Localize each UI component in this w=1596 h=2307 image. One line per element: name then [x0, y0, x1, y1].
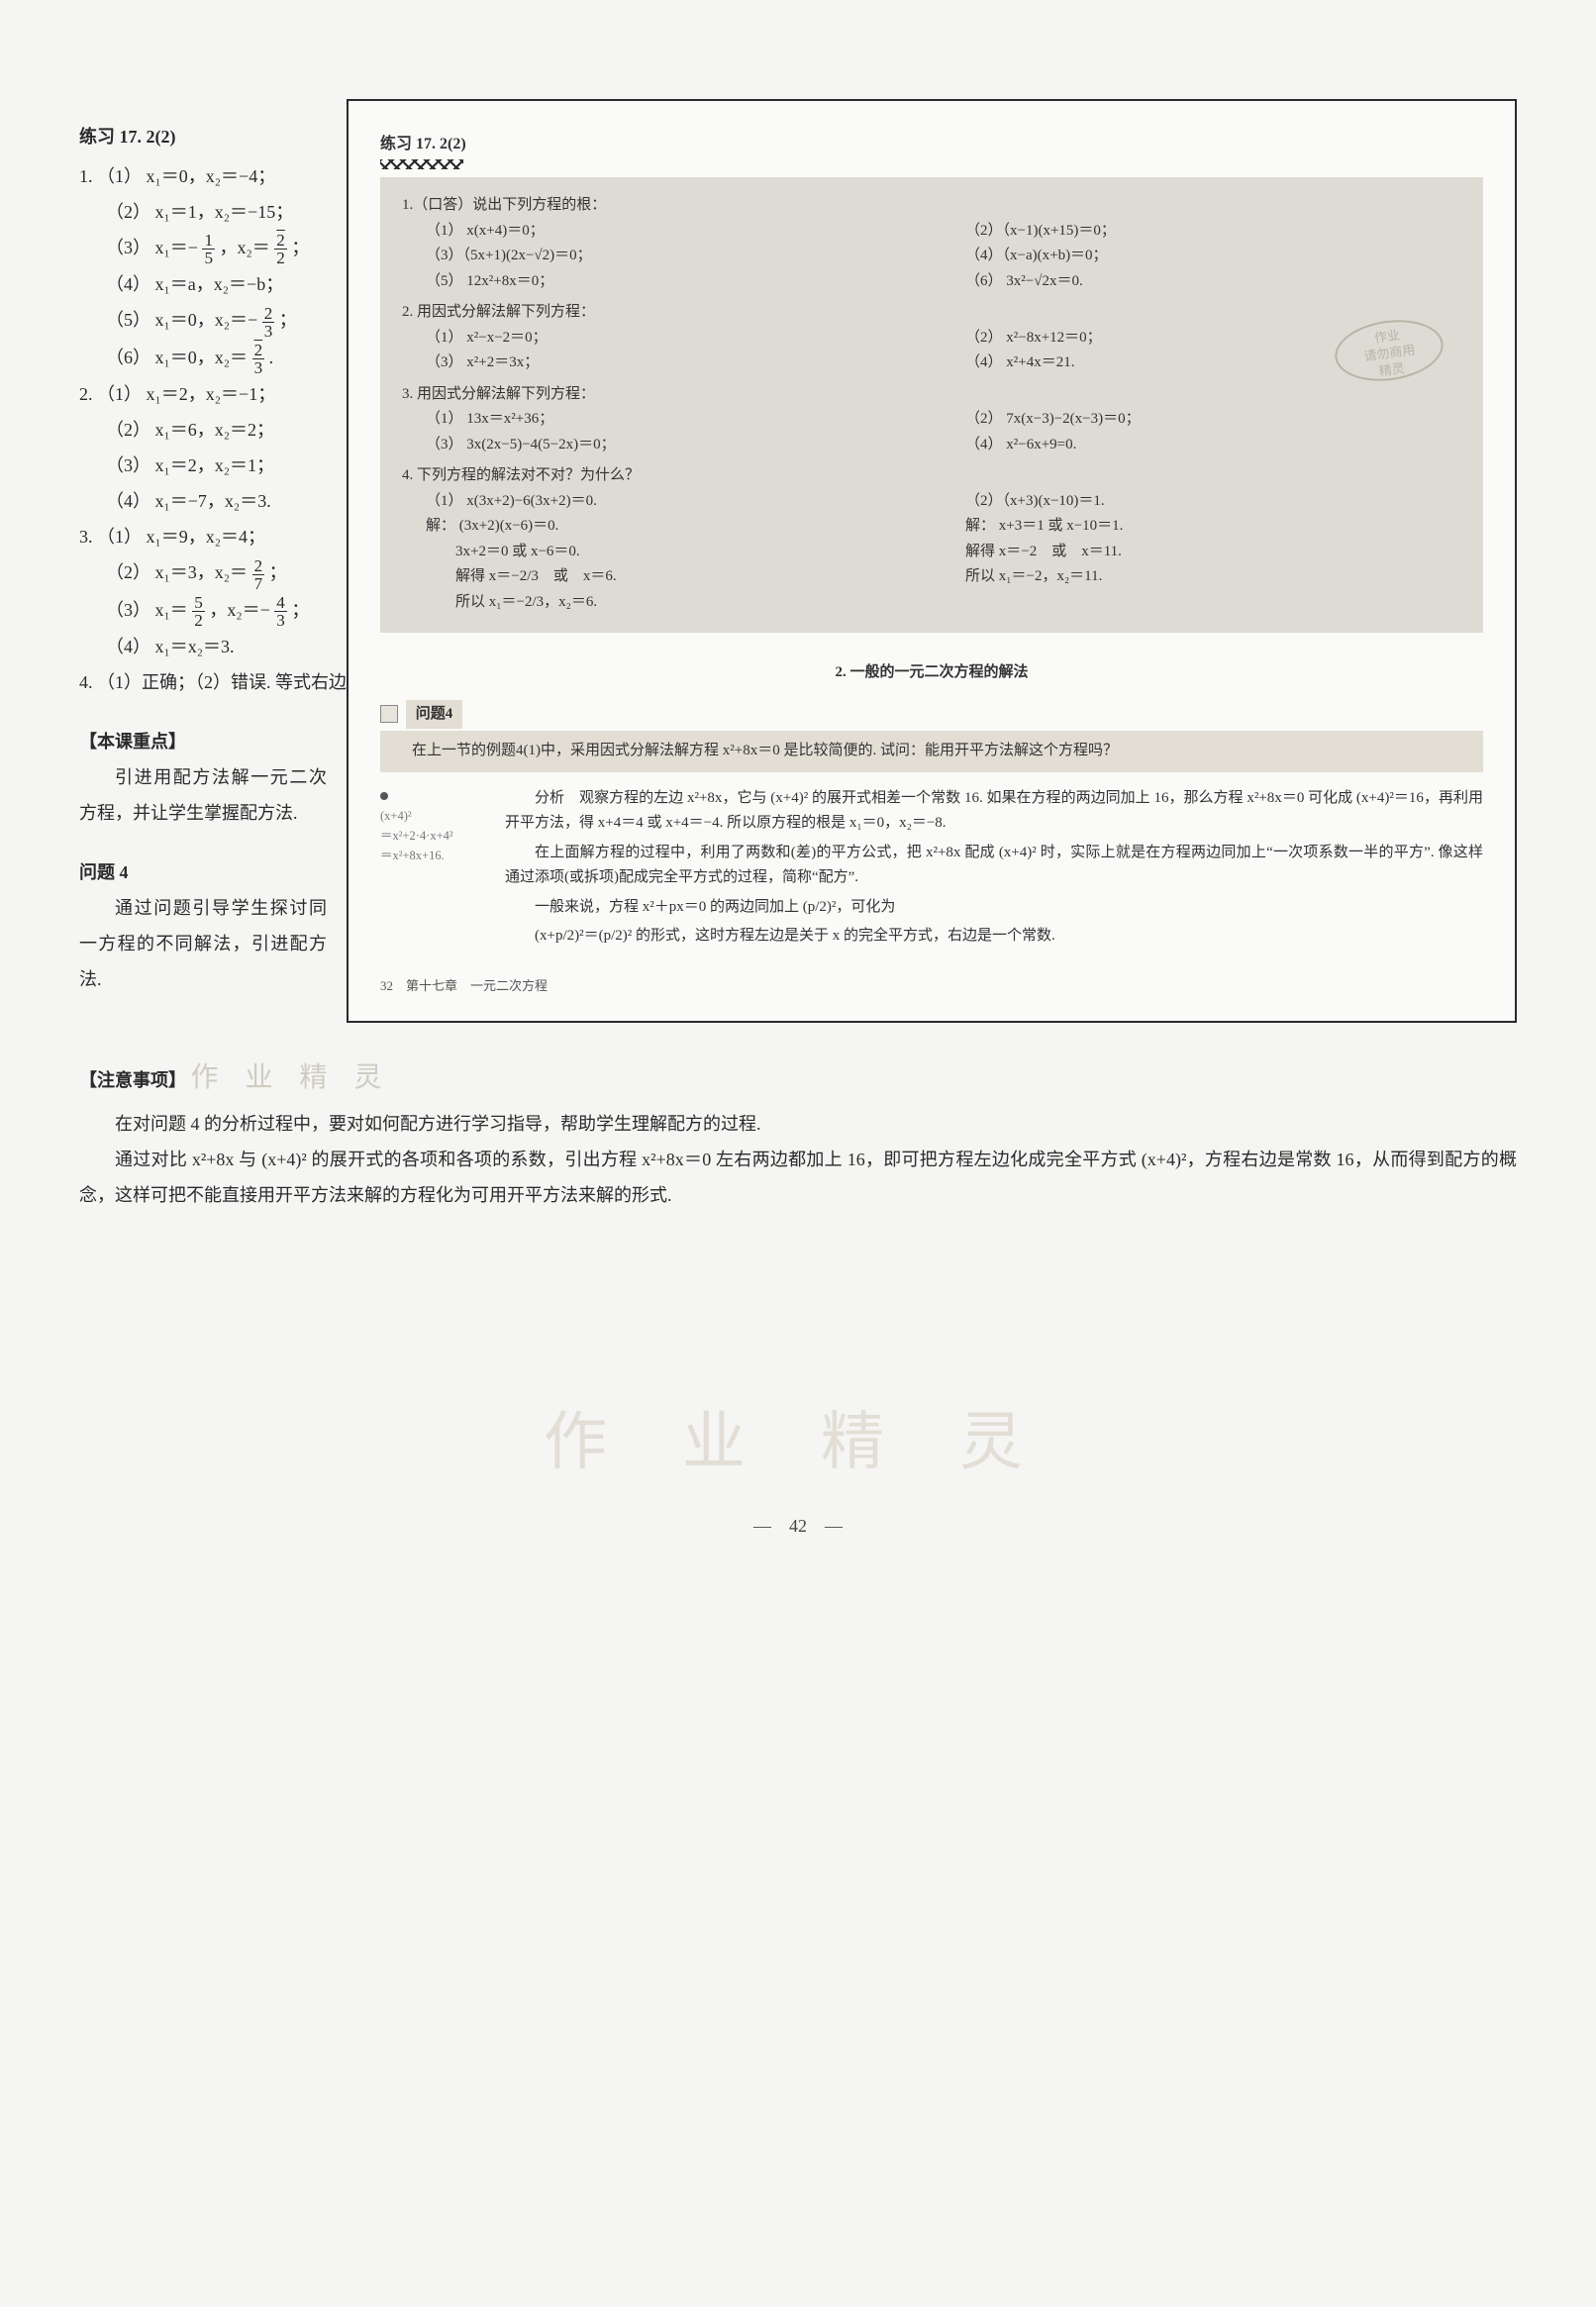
notes-p2: 通过对比 x²+8x 与 (x+4)² 的展开式的各项和各项的系数，引出方程 x…: [79, 1142, 1517, 1213]
b1r2b: （4）（x−a)(x+b)＝0；: [942, 244, 1461, 269]
watermark-large: 作 业 精 灵: [79, 1391, 1517, 1482]
q3-2: （2） x₁＝3，x₂＝ 27 ；: [79, 554, 327, 591]
analysis-wrap: (x+4)² ＝x²+2·4·x+4² ＝x²+8x+16. 分析 观察方程的左…: [380, 786, 1483, 953]
q1-1: （1） x₁＝0，x₂＝−4；: [97, 166, 275, 186]
note-dot-icon: [380, 792, 388, 800]
b3r1a: （1） 13x＝x²+36；: [402, 407, 922, 433]
problem4-body: 通过问题引导学生探讨同一方程的不同解法，引进配方法.: [79, 890, 327, 997]
exercise-grey-block: 作业请勿商用精灵 1.（口答）说出下列方程的根： （1） x(x+4)＝0；（2…: [380, 177, 1483, 633]
analysis-p1: 分析 观察方程的左边 x²+8x，它与 (x+4)² 的展开式相差一个常数 16…: [505, 786, 1483, 837]
q3-3: （3） x₁＝ 52 ，x₂＝− 43 ；: [79, 592, 327, 629]
b4-right: （2）（x+3)(x−10)＝1. 解： x+3＝1 或 x−10＝1. 解得 …: [942, 489, 1461, 616]
exercise-title: 练习 17. 2(2): [79, 119, 327, 154]
b2r2b: （4） x²+4x＝21.: [942, 351, 1461, 376]
block1-head: 1.（口答）说出下列方程的根：: [402, 193, 1461, 219]
problem-icon: [380, 705, 398, 723]
notes-p1: 在对问题 4 的分析过程中，要对如何配方进行学习指导，帮助学生理解配方的过程.: [79, 1106, 1517, 1142]
b1r3a: （5） 12x²+8x＝0；: [402, 269, 922, 295]
focus-body: 引进用配方法解一元二次方程，并让学生掌握配方法.: [79, 759, 327, 831]
q4: 4. （1）正确；（2）错误. 等式右边为 1，不能直接用因式分解法来解.: [79, 664, 327, 700]
notes-head: 【注意事项】: [79, 1070, 186, 1090]
b3r2b: （4） x²−6x+9=0.: [942, 433, 1461, 458]
watermark-small: 作 业 精 灵: [191, 1062, 392, 1093]
margin-note: (x+4)² ＝x²+2·4·x+4² ＝x²+8x+16.: [380, 786, 489, 953]
b1r1a: （1） x(x+4)＝0；: [402, 219, 922, 245]
block4-head: 4. 下列方程的解法对不对？为什么？: [402, 463, 1461, 489]
analysis-p4: (x+p/2)²＝(p/2)² 的形式，这时方程左边是关于 x 的完全平方式，右…: [505, 924, 1483, 950]
block3-head: 3. 用因式分解法解下列方程：: [402, 382, 1461, 408]
panel-title: 练习 17. 2(2): [380, 131, 1483, 157]
b3r2a: （3） 3x(2x−5)−4(5−2x)＝0；: [402, 433, 922, 458]
block2-head: 2. 用因式分解法解下列方程：: [402, 300, 1461, 326]
problem4-label: 问题4: [406, 700, 463, 730]
page-columns: 练习 17. 2(2) 1. （1） x₁＝0，x₂＝−4； （2） x₁＝1，…: [79, 99, 1517, 1023]
focus-head: 【本课重点】: [79, 724, 327, 759]
notes-block: 【注意事项】 作 业 精 灵 在对问题 4 的分析过程中，要对如何配方进行学习指…: [79, 1051, 1517, 1213]
zigzag-divider: [380, 159, 463, 169]
q1-5: （5） x₁＝0，x₂＝− 23 ；: [79, 302, 327, 339]
b1r2a: （3）（5x+1)(2x−√2)＝0；: [402, 244, 922, 269]
left-column: 练习 17. 2(2) 1. （1） x₁＝0，x₂＝−4； （2） x₁＝1，…: [79, 99, 327, 1023]
q1-6: （6） x₁＝0，x₂＝ 23 .: [79, 340, 327, 376]
q1: 1. （1） x₁＝0，x₂＝−4；: [79, 158, 327, 194]
q3-4: （4） x₁＝x₂＝3.: [79, 629, 327, 664]
q3: 3. （1） x₁＝9，x₂＝4；: [79, 519, 327, 554]
b3r1b: （2） 7x(x−3)−2(x−3)＝0；: [942, 407, 1461, 433]
problem4-block: 问题4 在上一节的例题4(1)中，采用因式分解法解方程 x²+8x＝0 是比较简…: [380, 700, 1483, 772]
b2r1b: （2） x²−8x+12＝0；: [942, 326, 1461, 351]
q1-4: （4） x₁＝a，x₂＝−b；: [79, 266, 327, 302]
textbook-panel: 练习 17. 2(2) 作业请勿商用精灵 1.（口答）说出下列方程的根： （1）…: [347, 99, 1517, 1023]
panel-footer: 32 第十七章 一元二次方程: [380, 975, 1483, 997]
b2r1a: （1） x²−x−2＝0；: [402, 326, 922, 351]
analysis-p2: 在上面解方程的过程中，利用了两数和(差)的平方公式，把 x²+8x 配成 (x+…: [505, 841, 1483, 891]
page-number: — 42 —: [79, 1512, 1517, 1538]
q2-2: （2） x₁＝6，x₂＝2；: [79, 412, 327, 448]
q2-3: （3） x₁＝2，x₂＝1；: [79, 448, 327, 483]
q1-3: （3） x₁＝− 15 ，x₂＝ 22 ；: [79, 230, 327, 266]
q2: 2. （1） x₁＝2，x₂＝−1；: [79, 376, 327, 412]
q2-4: （4） x₁＝−7，x₂＝3.: [79, 483, 327, 519]
section-heading: 2. 一般的一元二次方程的解法: [380, 660, 1483, 686]
analysis-body: 分析 观察方程的左边 x²+8x，它与 (x+4)² 的展开式相差一个常数 16…: [505, 786, 1483, 953]
q1-2: （2） x₁＝1，x₂＝−15；: [79, 194, 327, 230]
b1r1b: （2）（x−1)(x+15)＝0；: [942, 219, 1461, 245]
b4-left: （1） x(3x+2)−6(3x+2)＝0. 解： (3x+2)(x−6)＝0.…: [402, 489, 922, 616]
b1r3b: （6） 3x²−√2x＝0.: [942, 269, 1461, 295]
problem4-text: 在上一节的例题4(1)中，采用因式分解法解方程 x²+8x＝0 是比较简便的. …: [380, 731, 1483, 772]
problem4-head: 问题 4: [79, 854, 327, 890]
analysis-p3: 一般来说，方程 x²＋px＝0 的两边同加上 (p/2)²，可化为: [505, 895, 1483, 921]
b2r2a: （3） x²+2＝3x；: [402, 351, 922, 376]
